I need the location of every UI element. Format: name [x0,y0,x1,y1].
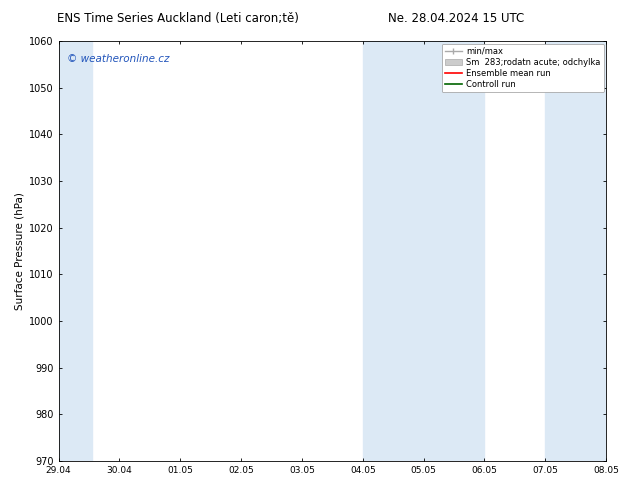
Legend: min/max, Sm  283;rodatn acute; odchylka, Ensemble mean run, Controll run: min/max, Sm 283;rodatn acute; odchylka, … [442,44,604,93]
Bar [363,41,484,461]
Y-axis label: Surface Pressure (hPa): Surface Pressure (hPa) [15,192,25,310]
Text: ENS Time Series Auckland (Leti caron;tě): ENS Time Series Auckland (Leti caron;tě) [56,12,299,25]
Bar [59,41,92,461]
Text: Ne. 28.04.2024 15 UTC: Ne. 28.04.2024 15 UTC [389,12,524,25]
Text: © weatheronline.cz: © weatheronline.cz [67,53,169,64]
Bar [545,41,606,461]
